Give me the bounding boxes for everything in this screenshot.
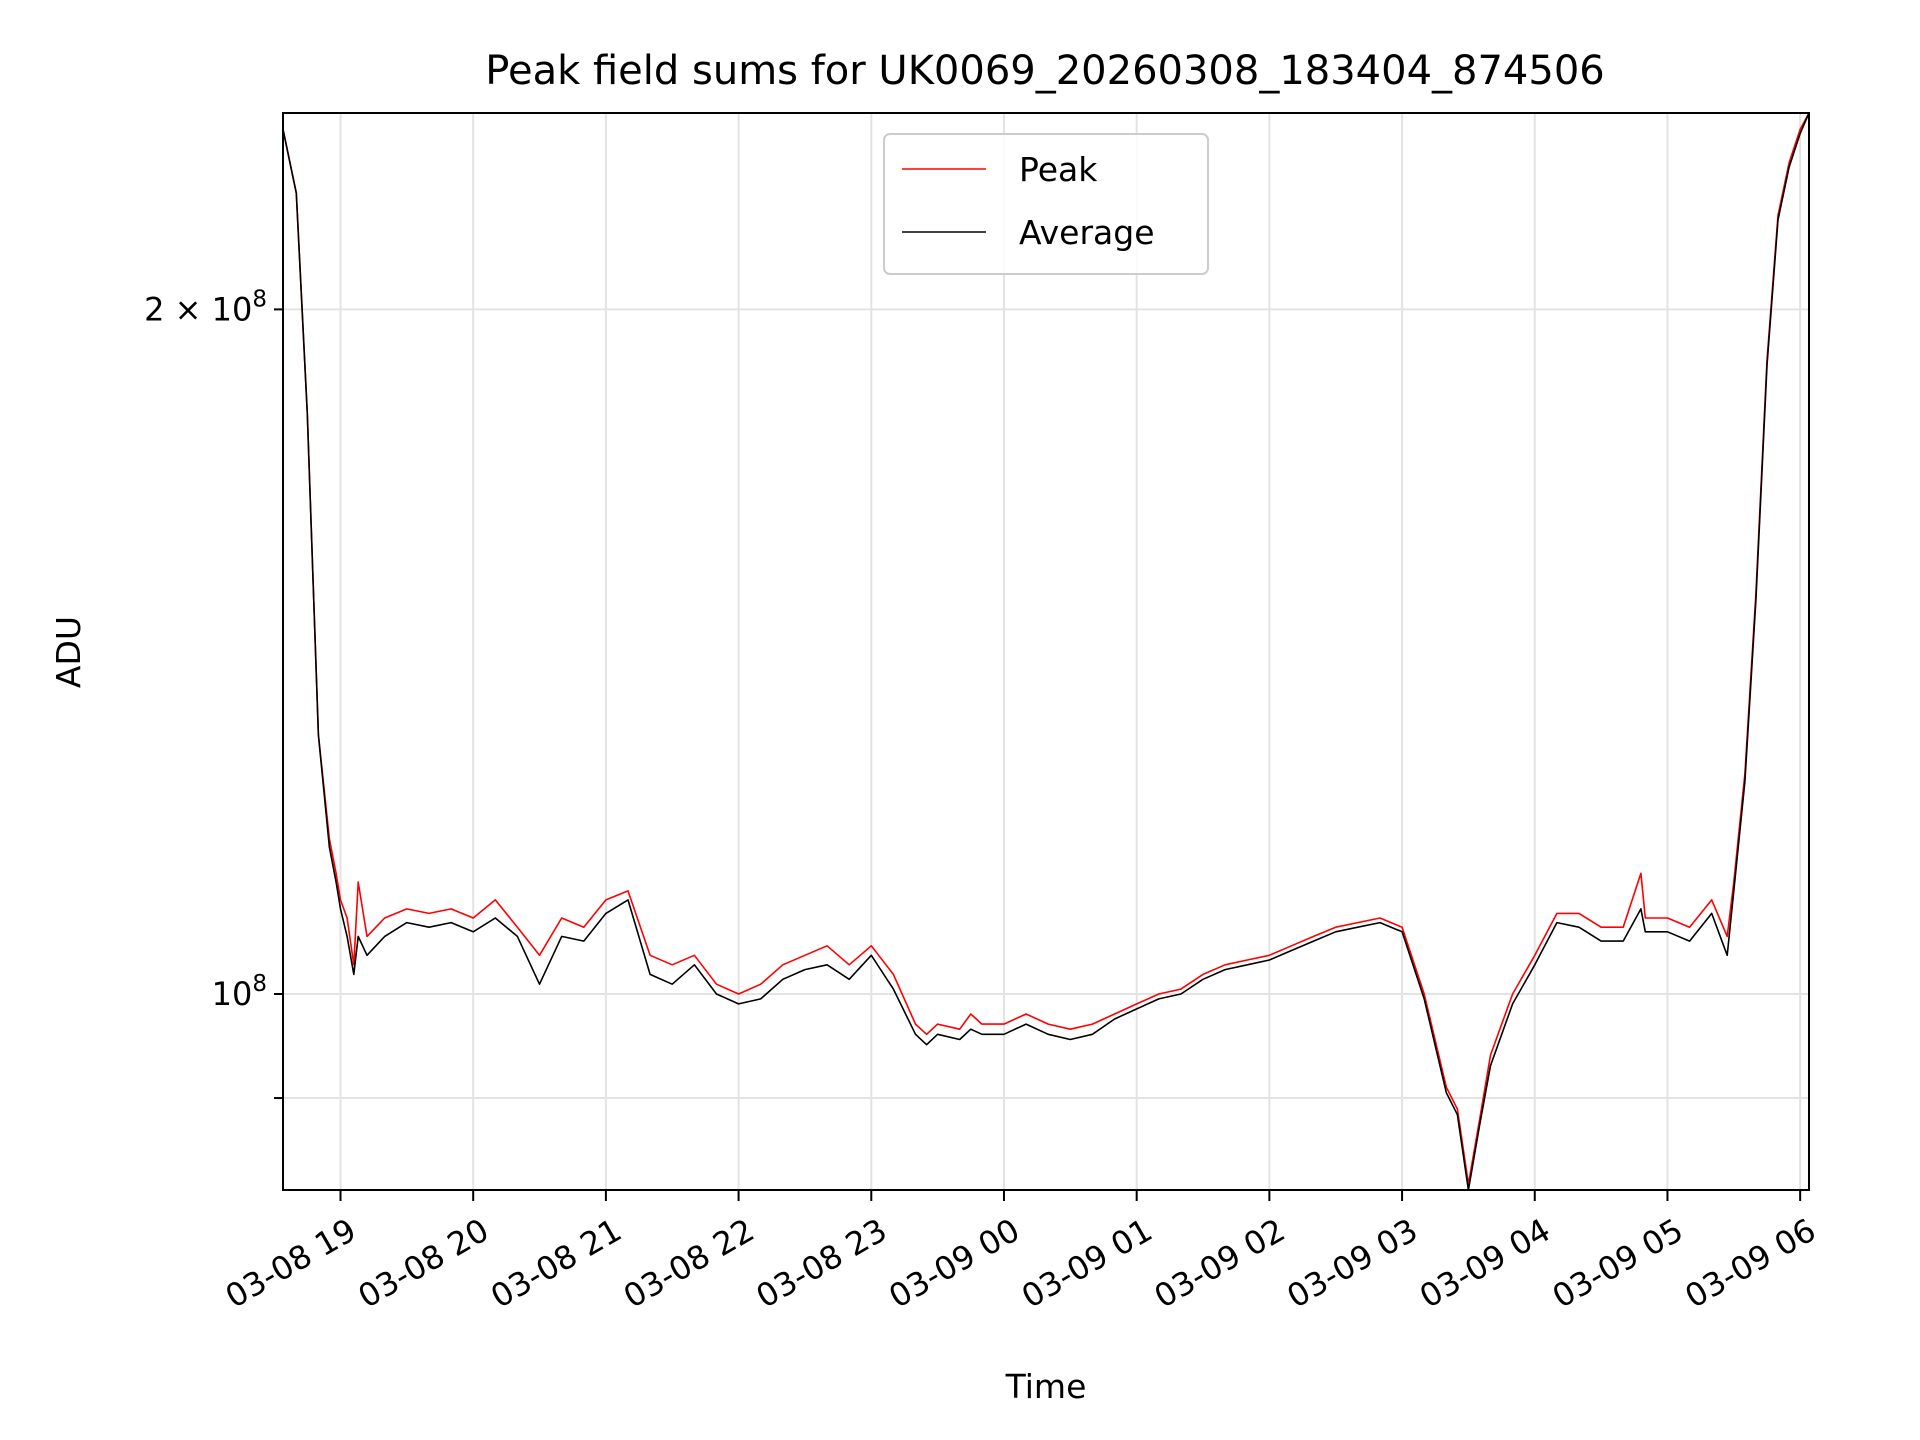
series-line-peak bbox=[282, 112, 1810, 1185]
legend: Peak Average bbox=[883, 133, 1209, 275]
legend-average-label: Average bbox=[1019, 213, 1155, 252]
legend-peak-label: Peak bbox=[1019, 150, 1098, 189]
plot-frame bbox=[282, 112, 1810, 1191]
plot-lines bbox=[282, 112, 1810, 1191]
series-line-average bbox=[282, 112, 1810, 1191]
y-tick-label: 108 bbox=[212, 971, 267, 1013]
y-axis-label: ADU bbox=[49, 616, 88, 688]
y-axis-ticks: 2 × 108 108 bbox=[144, 286, 283, 1100]
x-axis-label: Time bbox=[1005, 1367, 1087, 1406]
chart-title: Peak field sums for UK0069_20260308_1834… bbox=[485, 48, 1604, 94]
grid bbox=[283, 113, 1809, 1190]
y-tick-label: 2 × 108 bbox=[144, 286, 267, 328]
